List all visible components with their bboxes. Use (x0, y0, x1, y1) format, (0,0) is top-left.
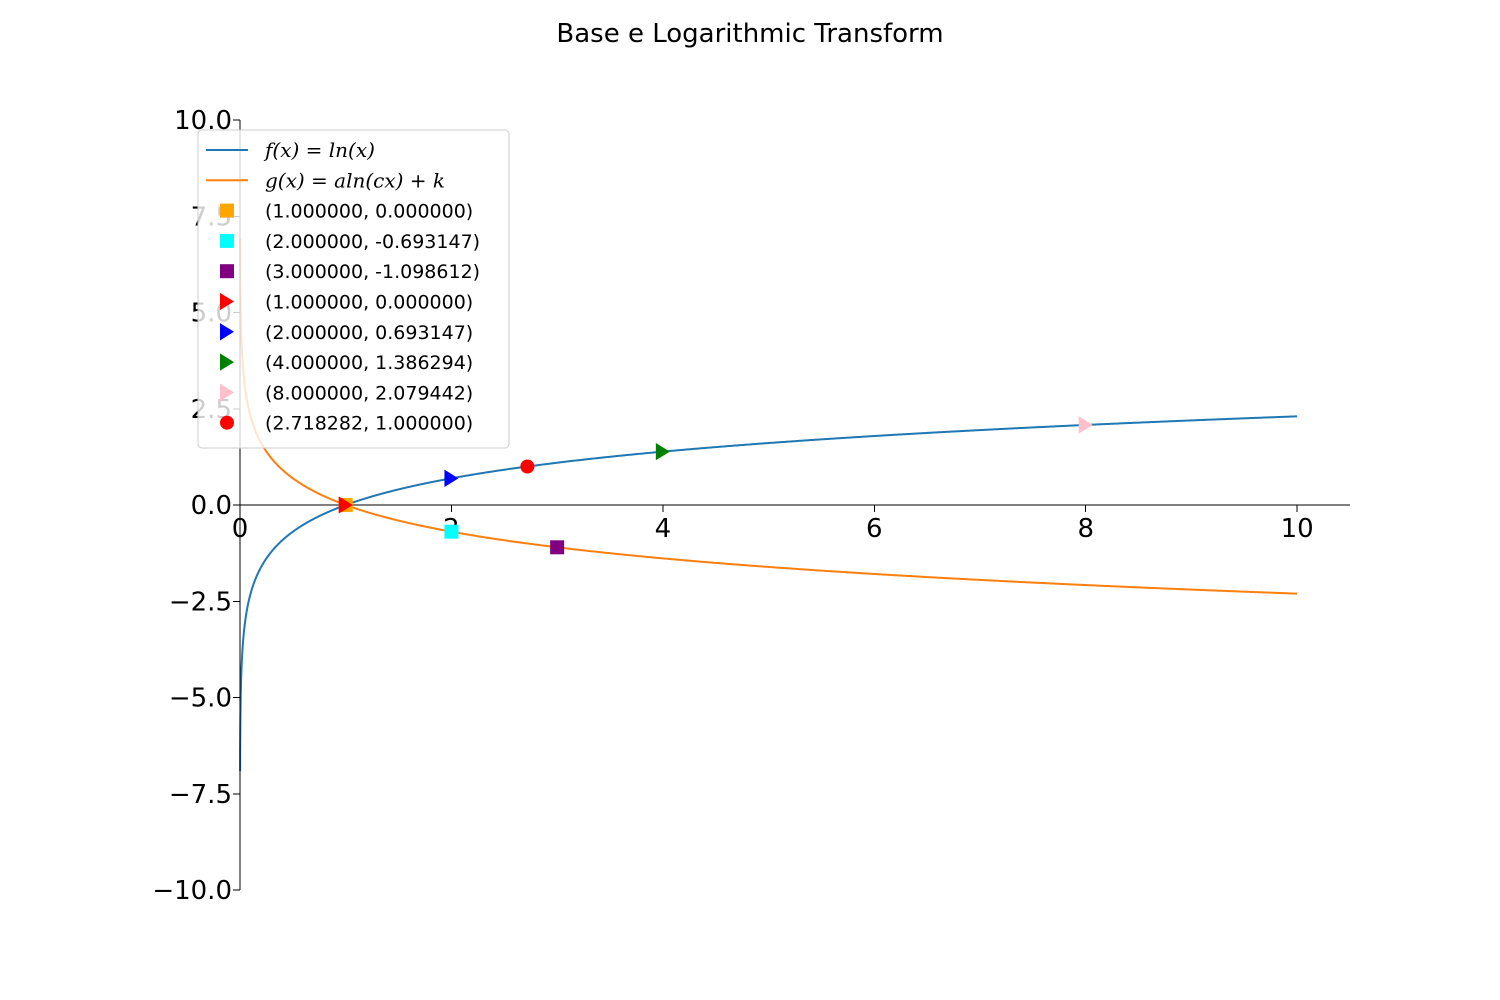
legend-point-label: (4.000000, 1.386294) (265, 352, 473, 374)
x-tick-label: 8 (1077, 514, 1094, 544)
x-tick-label: 10 (1281, 514, 1314, 544)
x-tick-label: 4 (655, 514, 672, 544)
legend-point-label: (1.000000, 0.000000) (265, 201, 473, 223)
y-tick-label: −5.0 (169, 684, 232, 714)
y-tick-label: −7.5 (169, 780, 232, 810)
data-point-8 (520, 459, 535, 474)
x-tick-label: 0 (232, 514, 249, 544)
y-tick-label: 0.0 (191, 491, 232, 521)
legend-marker (220, 353, 234, 371)
data-point-2 (444, 524, 459, 539)
legend-marker (220, 292, 234, 311)
data-point-4 (338, 496, 353, 514)
legend-marker (220, 203, 234, 218)
legend-point-label: (2.000000, 0.693147) (265, 322, 473, 344)
chart-title: Base e Logarithmic Transform (556, 19, 943, 49)
y-tick-label: −2.5 (169, 587, 232, 617)
data-point-5 (444, 469, 459, 487)
legend-marker (220, 264, 234, 279)
legend: f(x) = ln(x) g(x) = aln(cx) + k (1.000000,… (197, 129, 510, 449)
legend-marker (220, 323, 234, 341)
data-point-3 (550, 540, 565, 555)
legend-point-label: (3.000000, -1.098612) (265, 261, 480, 283)
y-tick-label: −10.0 (152, 876, 232, 906)
legend-point-label: (1.000000, 0.000000) (265, 292, 473, 314)
x-tick-label: 6 (866, 514, 883, 544)
legend-marker (220, 233, 234, 248)
legend-series-label: f(x) = ln(x) (263, 138, 375, 162)
legend-marker (220, 415, 234, 430)
legend-point-label: (2.000000, -0.693147) (265, 231, 480, 253)
legend-point-label: (8.000000, 2.079442) (265, 382, 473, 404)
data-point-6 (655, 442, 670, 461)
series-line-f (239, 415, 1298, 771)
legend-series-label: g(x) = aln(cx) + k (265, 168, 445, 192)
legend-point-label: (2.718282, 1.000000) (265, 413, 473, 435)
legend-frame (197, 129, 510, 449)
data-point-7 (1078, 416, 1093, 434)
legend-marker (220, 383, 234, 402)
